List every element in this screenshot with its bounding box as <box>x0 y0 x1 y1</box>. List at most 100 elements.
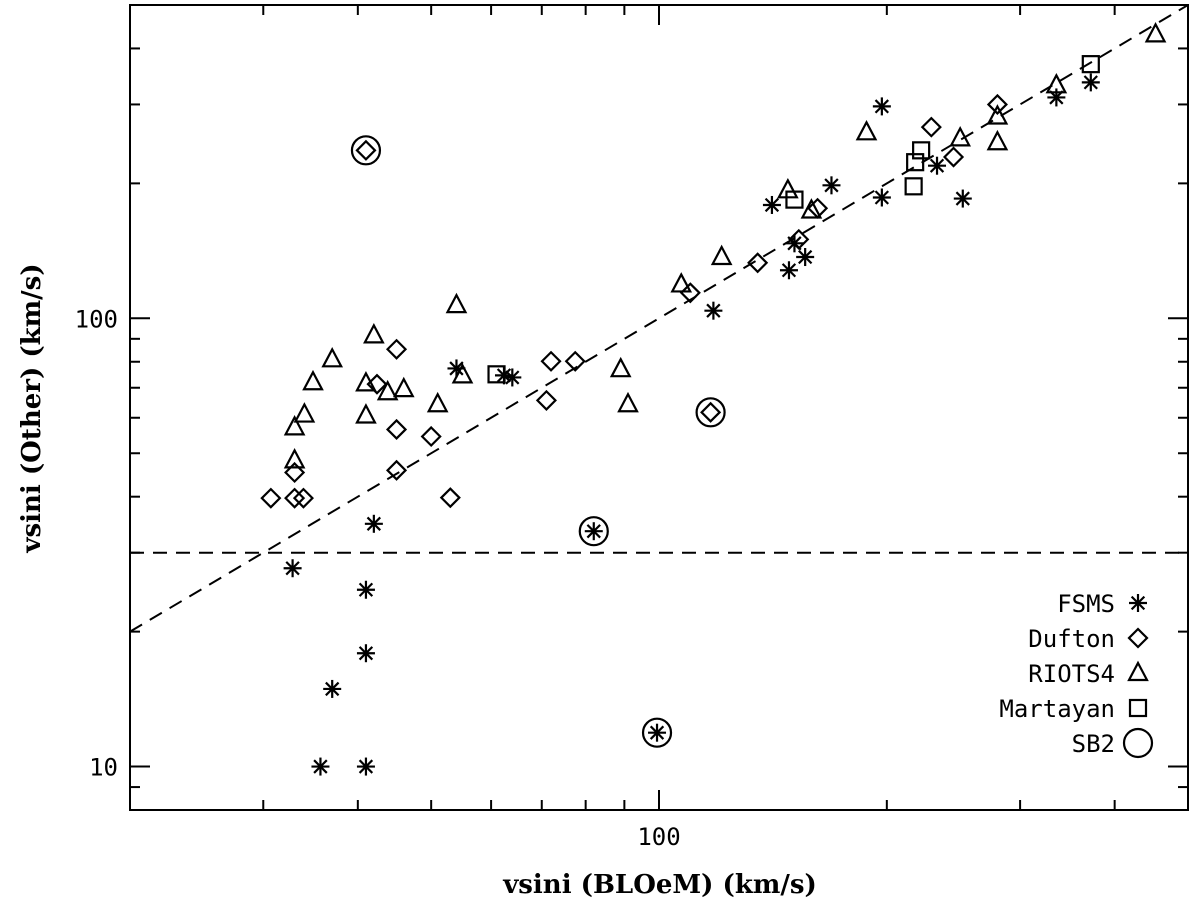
marker-shape <box>904 177 923 196</box>
marker-shape <box>1128 698 1148 718</box>
data-point <box>392 376 415 398</box>
marker-shape <box>355 403 377 424</box>
data-point <box>855 119 878 141</box>
marker-shape <box>302 369 324 391</box>
data-point <box>283 415 306 436</box>
data-point <box>355 370 377 392</box>
data-point <box>679 282 701 304</box>
marker-shape <box>355 139 377 161</box>
marker-shape <box>355 370 377 392</box>
marker-shape <box>949 126 971 147</box>
data-point <box>284 461 306 484</box>
marker-shape <box>284 487 306 509</box>
marker-shape <box>855 119 878 141</box>
data-point <box>641 717 673 748</box>
marker-shape <box>535 389 557 411</box>
marker-shape <box>785 190 804 209</box>
marker-shape <box>700 401 722 423</box>
marker-shape <box>284 461 306 484</box>
y-tick-label: 100 <box>75 305 118 333</box>
marker-shape <box>260 487 282 509</box>
marker-shape <box>777 177 799 199</box>
legend-marker <box>1127 627 1149 649</box>
marker-shape <box>420 425 442 448</box>
marker-shape <box>986 93 1008 115</box>
marker-shape <box>986 104 1009 125</box>
marker-stroke <box>955 191 970 206</box>
marker-stroke <box>929 158 945 173</box>
data-point <box>785 190 804 209</box>
legend-label: Dufton <box>1028 625 1115 653</box>
marker-shape <box>392 376 415 398</box>
marker-shape <box>426 391 449 413</box>
data-point <box>796 248 815 267</box>
data-point <box>700 401 722 423</box>
data-point <box>564 350 586 372</box>
legend-marker <box>1128 698 1148 718</box>
x-tick-label: 100 <box>637 823 680 851</box>
data-point <box>906 153 925 172</box>
data-point <box>762 195 781 214</box>
marker-stroke <box>781 263 797 278</box>
data-point <box>356 757 375 776</box>
data-point <box>777 177 799 199</box>
legend-label: SB2 <box>1072 730 1115 758</box>
data-point <box>439 487 461 509</box>
marker-stroke <box>874 99 890 114</box>
marker-shape <box>679 282 701 304</box>
marker-shape <box>321 346 344 368</box>
legend-marker <box>1129 594 1147 612</box>
plot-frame <box>129 4 1189 811</box>
data-point <box>487 365 506 384</box>
data-point <box>503 368 522 387</box>
legend-marker <box>1127 660 1149 682</box>
marker-shape <box>451 363 474 384</box>
data-point <box>953 189 972 208</box>
marker-shape <box>283 448 306 469</box>
data-point <box>283 559 302 578</box>
data-point <box>321 346 344 368</box>
marker-shape <box>800 198 823 219</box>
data-point <box>356 580 375 599</box>
data-point <box>260 487 282 509</box>
marker-stroke <box>325 681 340 697</box>
data-point <box>747 252 769 274</box>
marker-stroke <box>449 361 464 376</box>
marker-shape <box>1127 660 1149 682</box>
y-axis-label: vsini (Other) (km/s) <box>17 263 47 553</box>
marker-shape <box>487 365 506 384</box>
data-point <box>447 359 466 378</box>
marker-shape <box>385 459 408 481</box>
data-point <box>364 514 383 533</box>
x-axis-label: vsini (BLOeM) (km/s) <box>502 870 817 900</box>
data-point <box>385 418 408 441</box>
data-point <box>363 323 385 344</box>
marker-stroke <box>358 582 374 597</box>
data-point <box>535 389 557 411</box>
marker-shape <box>293 402 316 423</box>
data-point <box>648 723 667 742</box>
legend-label: FSMS <box>1057 590 1115 618</box>
data-point <box>949 126 971 147</box>
marker-shape <box>641 717 673 748</box>
marker-stroke <box>1083 75 1098 90</box>
marker-shape <box>695 397 726 428</box>
marker-shape <box>912 141 931 160</box>
marker-shape <box>710 244 733 266</box>
marker-stroke <box>586 524 601 539</box>
data-point <box>822 176 841 195</box>
data-point <box>302 369 324 391</box>
data-point <box>445 292 468 314</box>
data-point <box>584 522 603 541</box>
marker-shape <box>350 135 382 166</box>
data-point <box>355 403 377 424</box>
data-point <box>540 350 562 372</box>
marker-shape <box>942 146 965 168</box>
data-point <box>904 177 923 196</box>
marker-shape <box>439 487 461 509</box>
data-point <box>311 757 330 776</box>
data-point <box>1047 88 1066 107</box>
data-point <box>385 338 408 360</box>
data-point <box>695 397 726 428</box>
